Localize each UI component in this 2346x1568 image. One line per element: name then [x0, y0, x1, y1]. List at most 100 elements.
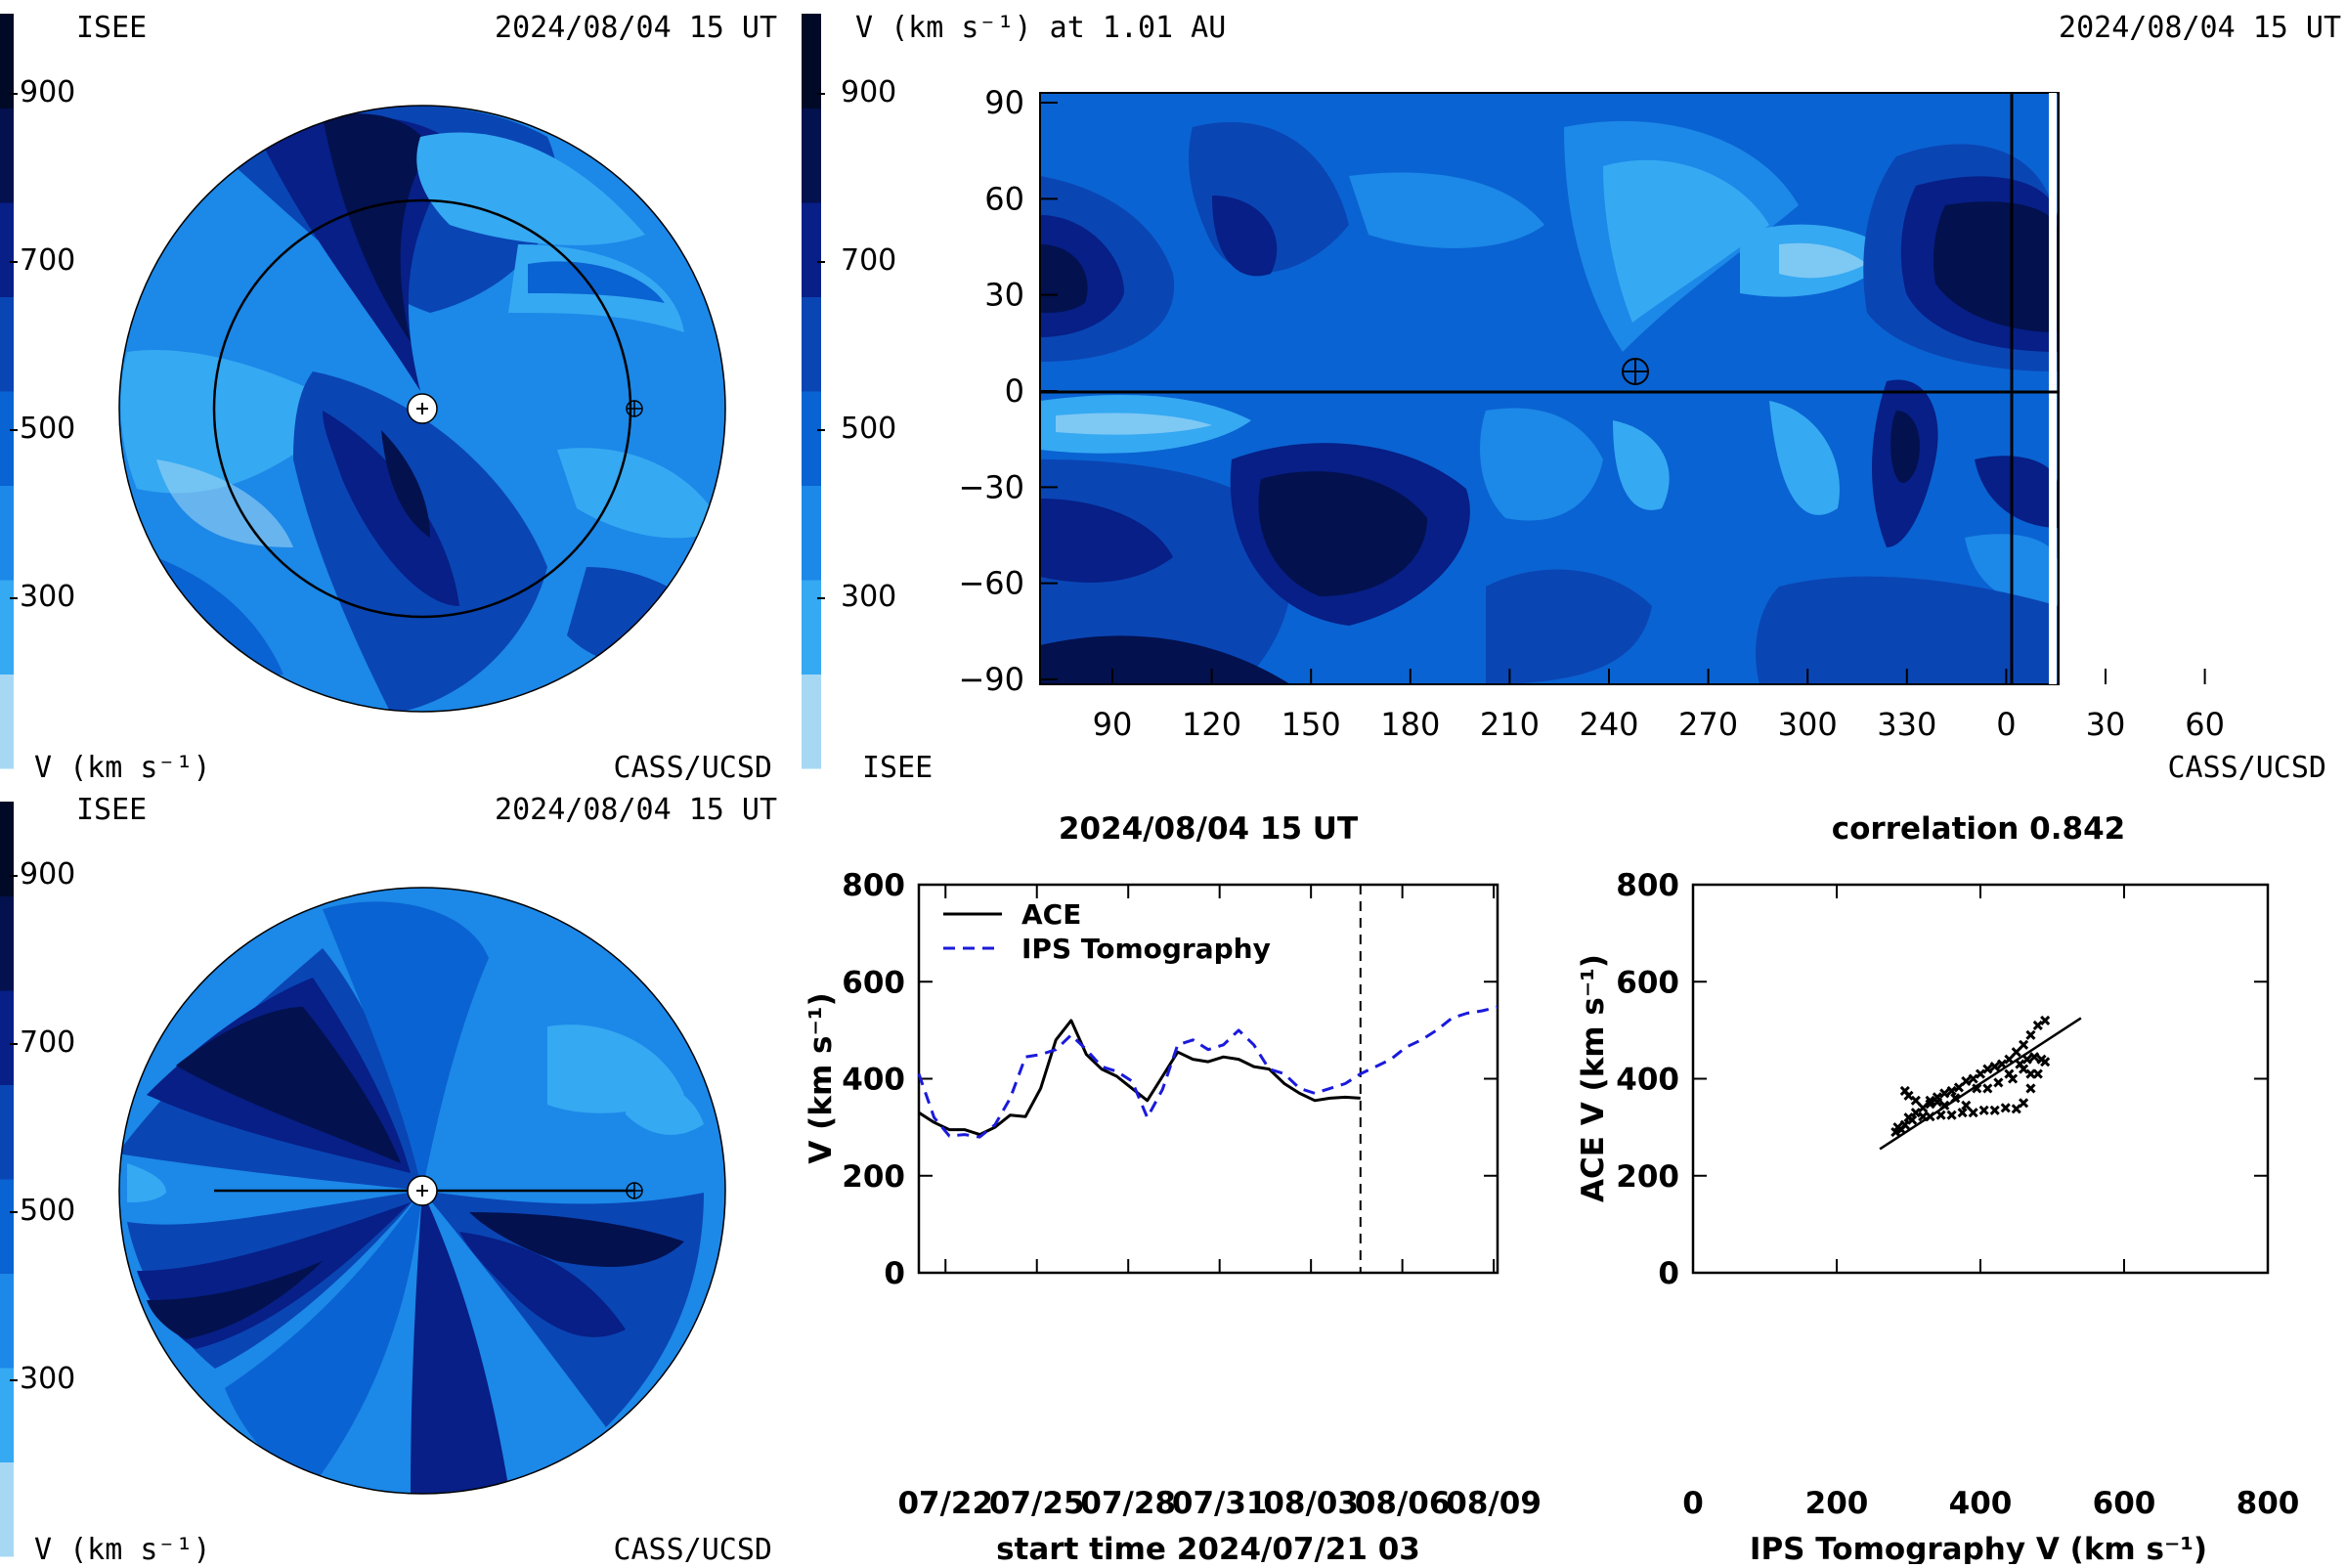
colorbar-ticks-bottom-left: 900 700 500 300	[10, 857, 75, 1396]
disc-outline-bottom	[118, 887, 726, 1495]
map-x-tick-label: 150	[1282, 706, 1341, 743]
scatter-point	[1899, 1119, 1910, 1130]
map-x-tick-label: 90	[1093, 706, 1133, 743]
x-tick-label: 600	[2093, 1486, 2156, 1521]
colorbar-tick-label: 500	[20, 412, 75, 446]
x-tick-label: 07/22	[897, 1486, 993, 1521]
scatter-point	[1996, 1059, 2008, 1069]
earth-icon-bottom	[626, 1182, 643, 1199]
time-series-lines	[917, 1005, 1499, 1139]
colorbar-band	[802, 108, 821, 203]
scatter-point	[1918, 1103, 1929, 1113]
series-line	[917, 1005, 1499, 1139]
map-isee-label: ISEE	[862, 751, 933, 782]
colorbar-band	[802, 485, 821, 581]
timestamp-label-bottom: 2024/08/04 15 UT	[495, 793, 777, 827]
scatter-ticks: 0 200 400 600 800 0 200 400 600 800	[1616, 868, 2299, 1521]
colorbar-tick-label: 900	[20, 857, 75, 892]
legend-label-ips: IPS Tomography	[1021, 933, 1271, 965]
colorbar-band	[0, 1084, 14, 1180]
series-line	[918, 1019, 1361, 1137]
colorbar-top-right	[802, 14, 821, 769]
scatter-point	[1910, 1095, 1921, 1106]
map-credit-label: CASS/UCSD	[2167, 751, 2326, 782]
scatter-marks	[1879, 1015, 2082, 1151]
colorbar-ticks-top-right: 900 700 500 300	[817, 75, 896, 614]
y-tick-label: 0	[884, 1256, 905, 1291]
x-tick-label: 400	[1949, 1486, 2013, 1521]
colorbar-band	[802, 14, 821, 109]
scatter-point	[1982, 1083, 1993, 1094]
y-tick-label: 600	[842, 965, 905, 1000]
colorbar-tick-label: 900	[841, 75, 896, 109]
scatter-frame	[1691, 883, 2270, 1275]
scatter-chart: correlation 0.842 0 200 400 600 800 0 200 400 60…	[1576, 811, 2299, 1567]
scatter-point	[1953, 1082, 1965, 1093]
map-x-tick-label: 60	[2185, 706, 2225, 743]
map-x-tick-label: 180	[1380, 706, 1440, 743]
earth-icon	[626, 400, 643, 417]
scatter-point	[1982, 1064, 1993, 1074]
speed-disc-top	[119, 106, 725, 712]
scatter-point	[1935, 1110, 1946, 1120]
map-y-tick-label: −30	[958, 468, 1024, 505]
x-tick-label: 08/09	[1446, 1486, 1542, 1521]
scatter-point	[2000, 1103, 2011, 1113]
meridional-map: 900 700 500 300	[0, 793, 777, 1567]
x-tick-label: 0	[1682, 1486, 1704, 1521]
colorbar-band	[0, 1273, 14, 1369]
panel-synoptic-map: 900 700 500 300	[802, 0, 2346, 785]
colorbar-tick-label: 700	[20, 243, 75, 278]
map-x-ticks: 90 120 150 180 210 240 270 300 330 0 30 60	[1093, 669, 2225, 743]
map-y-tick-label: 60	[984, 180, 1024, 217]
colorbar-band	[0, 108, 14, 203]
colorbar-tick-label: 700	[20, 1025, 75, 1060]
y-tick-label: 200	[1616, 1159, 1679, 1195]
scatter-point	[1989, 1062, 2000, 1072]
scatter-point	[2004, 1054, 2015, 1065]
scatter-point	[1975, 1068, 1986, 1079]
scatter-point	[1939, 1100, 1950, 1111]
scatter-point	[1907, 1114, 1918, 1125]
disc-outline-top	[118, 105, 726, 713]
legend-label-ace: ACE	[1021, 898, 1081, 931]
time-series-chart: 2024/08/04 15 UT 0 200 400 600 800 07/2207/25…	[804, 811, 1542, 1567]
colorbar-band	[0, 202, 14, 297]
sun-icon-bottom	[407, 1175, 438, 1206]
scatter-point	[2025, 1083, 2036, 1094]
x-tick-label: 08/03	[1263, 1486, 1359, 1521]
scatter-point	[1939, 1088, 1950, 1099]
scatter-point	[1950, 1093, 1961, 1104]
scatter-xlabel: IPS Tomography V (km s⁻¹)	[1750, 1532, 2207, 1564]
map-y-tick-label: −90	[958, 661, 1024, 698]
sun-icon	[407, 393, 438, 424]
scatter-point	[1899, 1085, 1910, 1096]
earth-position-icon	[1622, 358, 1649, 385]
colorbar-tick-label: 300	[20, 580, 75, 614]
speed-map	[1040, 93, 2059, 684]
map-y-tick-label: 0	[1005, 372, 1024, 410]
map-x-tick-label: 330	[1877, 706, 1936, 743]
map-x-tick-label: 240	[1579, 706, 1638, 743]
y-tick-label: 800	[842, 868, 905, 903]
x-tick-label: 07/28	[1080, 1486, 1176, 1521]
colorbar-band	[0, 895, 14, 991]
map-x-tick-label: 0	[1996, 706, 2016, 743]
colorbar-band	[0, 1179, 14, 1274]
colorbar-band	[0, 674, 14, 769]
scatter-point	[1989, 1105, 2000, 1115]
scatter-point	[1978, 1105, 1989, 1115]
scatter-point	[2019, 1039, 2029, 1050]
time-series-ticks: 020040060080007/2207/2507/2807/3108/0308…	[842, 868, 1542, 1521]
x-tick-label: 07/31	[1172, 1486, 1268, 1521]
scatter-point	[1961, 1075, 1972, 1087]
credit-label-bottom: CASS/UCSD	[613, 1533, 772, 1564]
colorbar-ticks-top-left: 900 700 500 300	[10, 75, 75, 614]
map-right-strip	[2049, 93, 2057, 684]
map-y-ticks: 90 60 30 0 −30 −60 −90	[958, 84, 1058, 698]
scatter-point	[2021, 1054, 2032, 1065]
colorbar-tick-label: 900	[20, 75, 75, 109]
panel-ecliptic-view-top: 900 700 500 300	[0, 0, 802, 785]
panel-time-series: 2024/08/04 15 UT 0 200 400 600 800 07/22 07/25…	[802, 782, 1564, 1567]
scatter-point	[2019, 1098, 2029, 1109]
